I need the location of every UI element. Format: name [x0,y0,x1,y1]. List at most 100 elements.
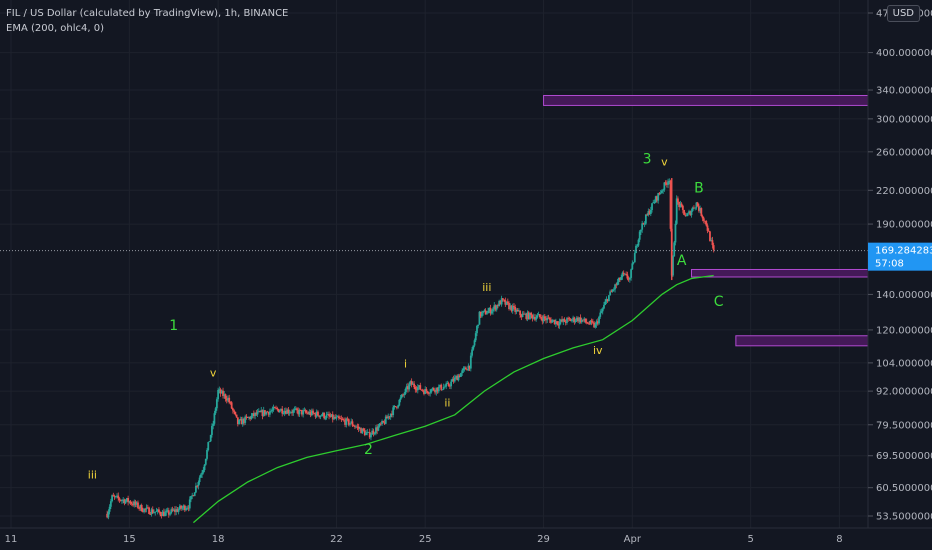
candle-body [633,253,636,263]
supply-demand-zone[interactable] [735,335,869,347]
wave-label: 2 [364,442,373,458]
candle-body [171,509,174,511]
candle-body [603,304,605,309]
indicator-legend[interactable]: EMA (200, ohlc4, 0) [6,23,105,34]
wave-label: iii [88,468,97,481]
candle-body [683,209,685,215]
candle-body [571,319,573,322]
candle-body [328,414,330,417]
candle-body [243,418,245,423]
candle-body [466,369,469,371]
candle-body [267,411,270,415]
candle-body [133,501,136,506]
candle-body [402,394,404,396]
candle-body [566,318,568,323]
price-badge-price: 169.2842834 [875,246,932,257]
currency-button[interactable]: USD [886,5,920,22]
candle-body [693,207,695,209]
candle-body [312,410,314,414]
candle-body [155,511,158,512]
candle-body [407,386,409,390]
candle-body [646,214,649,216]
candle-body [626,274,629,279]
supply-demand-zone[interactable] [543,95,869,106]
candle-body [318,415,321,417]
candle-body [298,409,301,415]
candle-body [644,214,647,224]
candle-body [421,389,424,391]
candle-body [673,242,676,257]
candle-body [386,416,388,419]
candle-body [536,315,539,318]
candle-body [251,413,254,416]
candle-body [142,511,144,512]
candle-body [479,311,482,317]
candle-body [392,407,395,415]
candle-body [467,365,470,371]
candle-body [288,412,291,414]
candle-body [607,295,610,302]
candle-body [307,412,309,414]
candle-body [182,505,185,508]
candle-body [569,319,572,322]
candle-body [588,323,591,325]
candle-body [681,205,684,210]
candle-body [325,414,328,418]
candle-body [677,198,679,202]
supply-demand-zone[interactable] [690,268,869,278]
y-tick-label: 69.5000000 [876,451,932,462]
candle-body [506,301,509,303]
x-tick-label: 15 [123,534,136,545]
candle-body [368,432,371,438]
y-tick-label: 300.0000000 [876,114,932,125]
candle-body [605,299,608,302]
candle-body [615,284,618,286]
candle-body [319,415,322,417]
candle-body [550,319,552,323]
candle-body [471,349,473,356]
candle-body [419,385,422,390]
x-tick-label: 29 [537,534,550,545]
candle-body [531,315,534,319]
candle-body [464,367,467,370]
candle-body [271,409,274,411]
candle-body [663,182,666,190]
x-tick-label: Apr [624,534,642,545]
x-tick-label: 25 [419,534,432,545]
x-tick-label: 8 [836,534,842,545]
candle-body [270,410,273,412]
candle-body [240,419,243,425]
time-axis[interactable]: 11 15 18 22 25 29 Apr 5 8 [5,534,843,545]
candle-body [429,392,432,394]
candle-body [281,408,284,414]
candle-body [604,301,607,305]
candle-body [162,511,165,517]
candle-body [177,509,180,512]
candle-body [370,434,372,438]
candle-body [525,313,528,319]
candle-body [153,512,155,514]
candle-body [181,507,184,509]
candle-body [562,319,565,322]
candle-body [641,223,644,230]
candle-body [400,394,403,398]
candle-body [217,389,220,400]
candle-body [478,311,481,325]
candle-body [501,298,504,300]
candle-body [709,231,711,241]
candle-body [250,415,253,419]
candle-body [164,512,166,517]
candle-body [707,230,710,232]
candle-body [482,311,485,313]
candle-body [652,202,655,204]
candle-body [593,322,595,328]
candle-body [167,510,170,515]
wave-label: iv [593,344,603,357]
candle-body [257,411,260,412]
candle-body [575,317,578,321]
candle-body [275,407,277,409]
candle-body [488,307,491,311]
candle-body [261,410,264,416]
candle-body [302,410,305,415]
